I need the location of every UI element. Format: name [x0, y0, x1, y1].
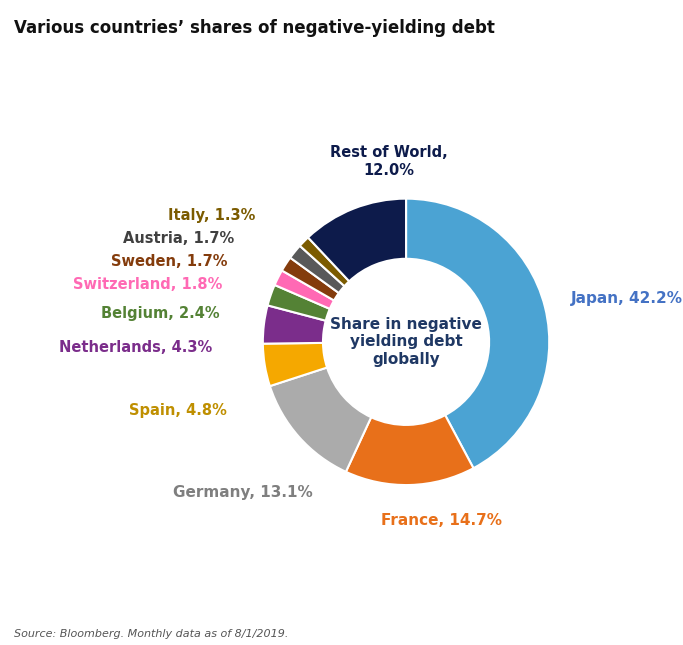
Text: Sweden, 1.7%: Sweden, 1.7%: [111, 254, 227, 269]
Wedge shape: [268, 285, 330, 321]
Wedge shape: [290, 246, 344, 293]
Wedge shape: [270, 368, 371, 471]
Text: Spain, 4.8%: Spain, 4.8%: [129, 403, 227, 418]
Text: Italy, 1.3%: Italy, 1.3%: [168, 208, 255, 223]
Wedge shape: [406, 199, 549, 468]
Text: Germany, 13.1%: Germany, 13.1%: [173, 485, 313, 500]
Text: Belgium, 2.4%: Belgium, 2.4%: [101, 306, 220, 321]
Wedge shape: [263, 305, 326, 344]
Wedge shape: [275, 270, 334, 309]
Text: Switzerland, 1.8%: Switzerland, 1.8%: [73, 277, 223, 292]
Wedge shape: [308, 199, 406, 281]
Wedge shape: [346, 415, 473, 485]
Text: Japan, 42.2%: Japan, 42.2%: [571, 292, 683, 306]
Text: Austria, 1.7%: Austria, 1.7%: [123, 232, 234, 246]
Text: Source: Bloomberg. Monthly data as of 8/1/2019.: Source: Bloomberg. Monthly data as of 8/…: [14, 628, 288, 639]
Wedge shape: [300, 237, 349, 286]
Wedge shape: [263, 343, 327, 386]
Wedge shape: [282, 257, 339, 301]
Text: Rest of World,
12.0%: Rest of World, 12.0%: [330, 145, 448, 177]
Text: Various countries’ shares of negative-yielding debt: Various countries’ shares of negative-yi…: [14, 19, 494, 37]
Text: Share in negative
yielding debt
globally: Share in negative yielding debt globally: [330, 317, 482, 367]
Text: France, 14.7%: France, 14.7%: [381, 513, 503, 528]
Text: Netherlands, 4.3%: Netherlands, 4.3%: [59, 340, 212, 355]
